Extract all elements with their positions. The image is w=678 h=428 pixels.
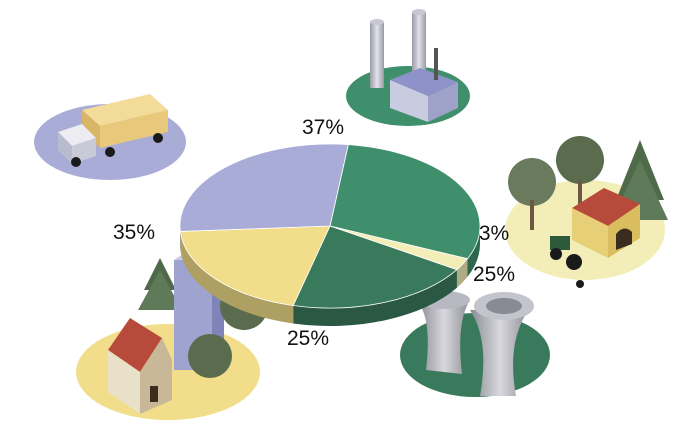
- slice-label-transport: 35%: [113, 221, 155, 244]
- slice-power: [292, 225, 458, 309]
- cooling-tower-icon: [400, 291, 550, 397]
- slice-side-power: [293, 269, 457, 326]
- slice-households: [179, 225, 331, 306]
- slice-label-industry: 37%: [302, 116, 344, 139]
- slice-transport: [179, 143, 349, 232]
- factory-icon: [346, 9, 470, 126]
- slice-label-agriculture: 3%: [479, 222, 509, 245]
- slice-label-power: 25%: [473, 263, 515, 286]
- slice-label-households: 25%: [287, 327, 329, 350]
- farm-icon: [505, 136, 668, 288]
- houses-icon: [76, 252, 268, 420]
- slice-industry: [329, 144, 481, 260]
- slice-side-agriculture: [456, 258, 468, 288]
- truck-icon: [34, 94, 186, 180]
- slice-side-households: [180, 231, 294, 324]
- pie-labels: 37% 3% 25% 25% 35%: [113, 116, 515, 350]
- pie-slices: [179, 143, 481, 309]
- slice-side-industry: [467, 226, 480, 277]
